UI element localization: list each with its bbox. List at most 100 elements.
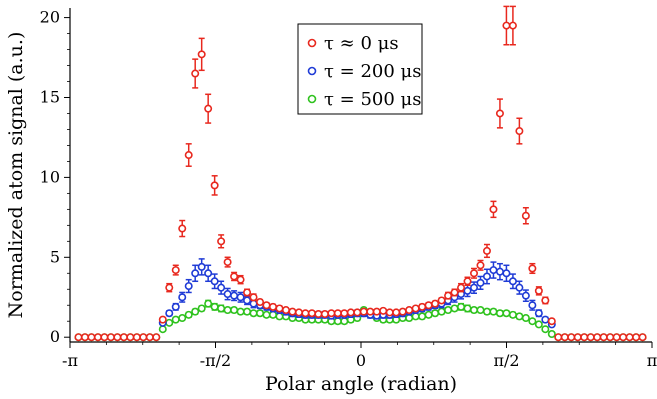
- x-tick-label: π/2: [493, 351, 519, 370]
- data-point: [191, 307, 200, 316]
- data-point: [528, 264, 537, 273]
- data-point: [521, 211, 530, 220]
- data-point: [502, 309, 511, 318]
- data-point: [405, 314, 414, 323]
- data-point: [547, 330, 556, 339]
- data-point: [470, 306, 479, 315]
- data-point: [230, 291, 239, 300]
- data-point: [269, 302, 278, 311]
- data-point: [372, 307, 381, 316]
- data-point: [327, 309, 336, 318]
- data-point: [606, 333, 615, 342]
- data-point: [191, 69, 200, 78]
- data-point: [495, 267, 504, 276]
- data-point: [521, 291, 530, 300]
- data-point: [243, 307, 252, 316]
- data-point: [223, 258, 232, 267]
- data-point: [534, 309, 543, 318]
- series-layer: [74, 5, 647, 342]
- data-point: [502, 269, 511, 278]
- data-point: [236, 275, 245, 284]
- data-point: [359, 307, 368, 316]
- data-point: [184, 310, 193, 319]
- data-point: [171, 266, 180, 275]
- y-tick-label: 15: [40, 87, 60, 106]
- data-point: [281, 306, 290, 315]
- data-point: [184, 282, 193, 291]
- data-point: [437, 307, 446, 316]
- data-point: [612, 333, 621, 342]
- data-point: [236, 293, 245, 302]
- data-point: [470, 269, 479, 278]
- data-point: [171, 302, 180, 311]
- data-point: [619, 333, 628, 342]
- data-point: [204, 299, 213, 308]
- data-point: [74, 333, 83, 342]
- data-point: [132, 333, 141, 342]
- data-point: [294, 308, 303, 317]
- data-point: [411, 312, 420, 321]
- data-point: [236, 307, 245, 316]
- data-point: [463, 286, 472, 295]
- x-tick-label: π: [647, 351, 657, 370]
- data-point: [586, 333, 595, 342]
- data-point: [625, 333, 634, 342]
- data-point: [398, 307, 407, 316]
- legend-label: τ ≈ 0 μs: [324, 33, 399, 54]
- data-point: [515, 283, 524, 292]
- data-point: [307, 309, 316, 318]
- data-point: [567, 333, 576, 342]
- data-point: [638, 333, 647, 342]
- x-tick-label: 0: [356, 351, 366, 370]
- data-point: [495, 309, 504, 318]
- y-axis-title: Normalized atom signal (a.u.): [5, 32, 27, 319]
- data-point: [573, 333, 582, 342]
- data-point: [165, 283, 174, 292]
- x-axis-title: Polar angle (radian): [265, 373, 457, 395]
- data-point: [197, 50, 206, 59]
- data-point: [100, 333, 109, 342]
- x-tick-label: -π/2: [200, 351, 232, 370]
- legend-marker: [307, 38, 317, 48]
- y-axis: 0 5 10 15 20: [40, 8, 70, 346]
- data-point: [418, 302, 427, 311]
- y-tick-label: 10: [40, 167, 60, 186]
- data-point: [457, 302, 466, 311]
- data-point: [87, 333, 96, 342]
- data-point: [210, 302, 219, 311]
- data-point: [165, 309, 174, 318]
- data-point: [217, 283, 226, 292]
- data-point: [489, 266, 498, 275]
- data-point: [476, 278, 485, 287]
- data-point: [158, 315, 167, 324]
- data-point: [541, 315, 550, 324]
- data-point: [113, 333, 122, 342]
- data-point: [184, 151, 193, 160]
- data-point: [528, 317, 537, 326]
- data-point: [411, 304, 420, 313]
- data-point: [223, 306, 232, 315]
- data-point: [230, 272, 239, 281]
- data-point: [482, 307, 491, 316]
- data-point: [508, 277, 517, 286]
- data-point: [158, 325, 167, 334]
- data-point: [476, 306, 485, 315]
- legend-marker: [307, 94, 317, 104]
- data-point: [450, 288, 459, 297]
- data-point: [470, 283, 479, 292]
- data-point: [333, 309, 342, 318]
- data-point: [288, 307, 297, 316]
- data-point: [482, 272, 491, 281]
- data-point: [217, 237, 226, 246]
- data-point: [476, 261, 485, 270]
- data-point: [262, 301, 271, 310]
- data-point: [269, 310, 278, 319]
- data-point: [431, 309, 440, 318]
- data-point: [165, 318, 174, 327]
- data-point: [580, 333, 589, 342]
- data-point: [230, 306, 239, 315]
- series-0: [74, 5, 647, 342]
- data-point: [249, 293, 258, 302]
- data-point: [541, 296, 550, 305]
- legend-label: τ = 200 μs: [324, 61, 422, 82]
